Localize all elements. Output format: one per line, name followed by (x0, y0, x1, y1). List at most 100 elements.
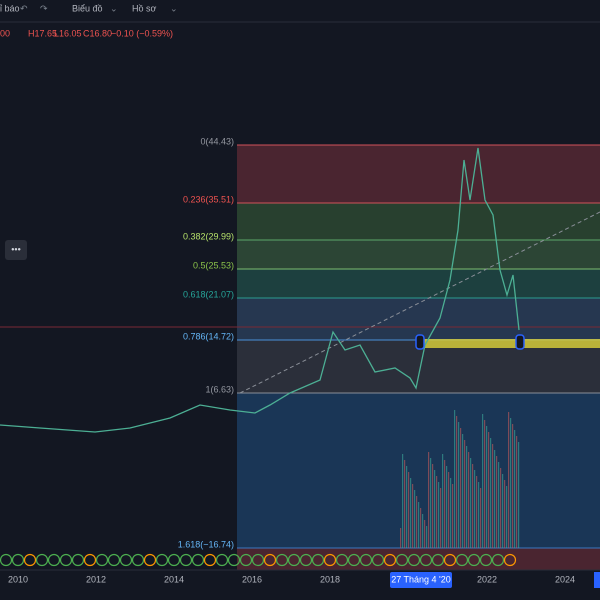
fib-label: 1.618(−16.74) (178, 539, 234, 549)
drawing-handle[interactable] (515, 334, 525, 350)
event-icon (335, 553, 349, 567)
event-icon (347, 553, 361, 567)
redo-icon[interactable]: ↷ (40, 3, 48, 13)
event-icon (95, 553, 109, 567)
fib-label: 1(6.63) (205, 384, 234, 394)
event-icon (35, 553, 49, 567)
fib-zone (237, 298, 600, 340)
legend-change: −0.10 (−0.59%) (111, 28, 173, 38)
volume-bar (422, 514, 424, 548)
volume-bar (500, 468, 502, 548)
volume-bar (456, 416, 458, 548)
volume-bar (482, 414, 484, 548)
volume-bar (424, 520, 426, 548)
volume-bar (442, 454, 444, 548)
toolbar-item[interactable]: Biểu đồ (72, 3, 103, 13)
more-button[interactable] (5, 240, 27, 260)
volume-bar (472, 464, 474, 548)
volume-bar (436, 476, 438, 548)
volume-bar (408, 472, 410, 548)
fib-zone (237, 240, 600, 269)
volume-bar (470, 458, 472, 548)
x-tick-label: 2016 (242, 574, 262, 584)
event-icon (227, 553, 241, 567)
drawing-handle[interactable] (415, 334, 425, 350)
crosshair-box (594, 572, 600, 588)
volume-bar (462, 434, 464, 548)
event-icon (107, 553, 121, 567)
volume-bar (412, 484, 414, 548)
event-icon (491, 553, 505, 567)
event-icon (143, 553, 157, 567)
event-icon (167, 553, 181, 567)
undo-icon[interactable]: ↶ (20, 3, 28, 13)
volume-bar (416, 496, 418, 548)
x-tick-label: 2018 (320, 574, 340, 584)
event-icon (191, 553, 205, 567)
volume-bar (514, 430, 516, 548)
volume-bar (404, 460, 406, 548)
event-icon (23, 553, 37, 567)
volume-bar (486, 426, 488, 548)
event-icon (275, 553, 289, 567)
crosshair-label: 27 Tháng 4 '20 (391, 574, 451, 584)
volume-bar (432, 464, 434, 548)
volume-bar (454, 410, 456, 548)
volume-bar (400, 528, 402, 548)
fib-zone (237, 145, 600, 203)
event-icon (431, 553, 445, 567)
x-tick-label: 2012 (86, 574, 106, 584)
fib-label: 0.786(14.72) (183, 331, 234, 341)
event-icon (179, 553, 193, 567)
volume-bar (468, 452, 470, 548)
price-series (0, 147, 520, 433)
event-icon (383, 553, 397, 567)
highlight-zone (420, 339, 600, 348)
x-tick-label: 2014 (164, 574, 184, 584)
event-icon (251, 553, 265, 567)
event-icon (11, 553, 25, 567)
volume-bar (420, 508, 422, 548)
event-icon (323, 553, 337, 567)
volume-bar (418, 502, 420, 548)
volume-bar (506, 486, 508, 548)
legend-open: 00 (0, 28, 10, 38)
event-icon (395, 553, 409, 567)
event-icon (479, 553, 493, 567)
x-tick-label: 2024 (555, 574, 575, 584)
crosshair-box (390, 572, 452, 588)
fib-zone (237, 203, 600, 240)
volume-bar (406, 466, 408, 548)
volume-bar (492, 444, 494, 548)
volume-bar (518, 442, 520, 548)
fib-label: 0.382(29.99) (183, 231, 234, 241)
event-icon (359, 553, 373, 567)
legend-low: L16.05 (54, 28, 82, 38)
fib-label: 0.236(35.51) (183, 194, 234, 204)
volume-bar (434, 470, 436, 548)
event-icon (287, 553, 301, 567)
fib-label: 0(44.43) (200, 136, 234, 146)
volume-bar (446, 466, 448, 548)
dropdown-arrow[interactable]: ⌄ (110, 3, 118, 13)
toolbar-item[interactable]: ỉ báo (0, 3, 20, 13)
event-icon (443, 553, 457, 567)
volume-bar (480, 488, 482, 548)
volume-bar (464, 440, 466, 548)
event-icon (311, 553, 325, 567)
volume-bar (494, 450, 496, 548)
fib-zone (237, 269, 600, 298)
event-icon (371, 553, 385, 567)
volume-bar (444, 460, 446, 548)
x-tick-label: 2022 (477, 574, 497, 584)
event-icon (203, 553, 217, 567)
dropdown-arrow[interactable]: ⌄ (170, 3, 178, 13)
volume-bar (428, 452, 430, 548)
volume-bar (426, 526, 428, 548)
event-icon (299, 553, 313, 567)
fib-zone (237, 548, 600, 570)
volume-bar (460, 428, 462, 548)
volume-bar (516, 436, 518, 548)
toolbar-item[interactable]: Hồ sơ (132, 3, 157, 13)
